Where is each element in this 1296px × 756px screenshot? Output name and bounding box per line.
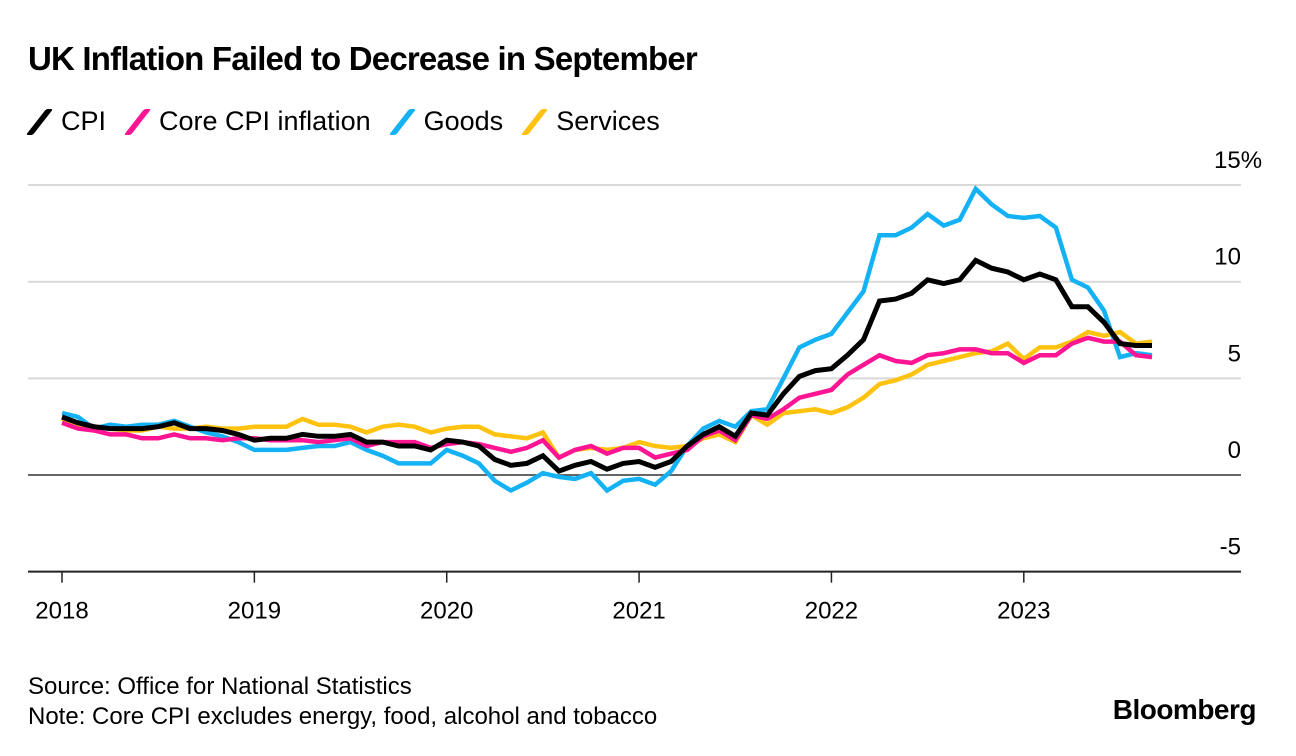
y-tick-label: 10 (1214, 244, 1241, 271)
series-lines (61, 185, 1153, 494)
footnote: Note: Core CPI excludes energy, food, al… (28, 703, 658, 730)
legend-item-core-cpi: Core CPI inflation (123, 106, 371, 137)
legend-label: Core CPI inflation (159, 106, 371, 136)
x-tick-label: 2021 (612, 598, 665, 625)
legend: CPI Core CPI inflation Goods Services (25, 106, 680, 137)
y-tick-label: 5 (1228, 340, 1241, 367)
x-axis: 2018 2019 2020 2021 2022 2023 (28, 570, 1241, 625)
legend-item-goods: Goods (388, 106, 504, 137)
legend-label: CPI (61, 106, 107, 136)
series-line-cpi (61, 257, 1152, 474)
x-tick-label: 2022 (805, 598, 858, 625)
y-tick-label: 15% (1214, 147, 1262, 174)
legend-label: Goods (423, 106, 504, 136)
legend-item-cpi: CPI (25, 106, 107, 137)
x-tick-label: 2023 (997, 598, 1050, 625)
legend-item-services: Services (521, 106, 660, 137)
series-line-goods (61, 185, 1153, 494)
source-note: Source: Office for National Statistics (28, 673, 412, 700)
series-line-services (61, 329, 1153, 461)
footer: Source: Office for National Statistics N… (28, 672, 657, 732)
series-line-core-cpi-inflation (61, 335, 1153, 461)
y-tick-label: 0 (1228, 437, 1241, 464)
legend-label: Services (556, 106, 660, 136)
x-tick-label: 2020 (420, 598, 473, 625)
y-axis-labels: 15% 10 5 0 -5 (1214, 147, 1262, 561)
gridlines (28, 184, 1241, 476)
chart-title: UK Inflation Failed to Decrease in Septe… (28, 40, 698, 77)
bloomberg-logo: Bloomberg (1112, 694, 1257, 725)
y-tick-label: -5 (1220, 534, 1241, 561)
x-tick-label: 2019 (228, 598, 281, 625)
x-tick-label: 2018 (35, 598, 88, 625)
